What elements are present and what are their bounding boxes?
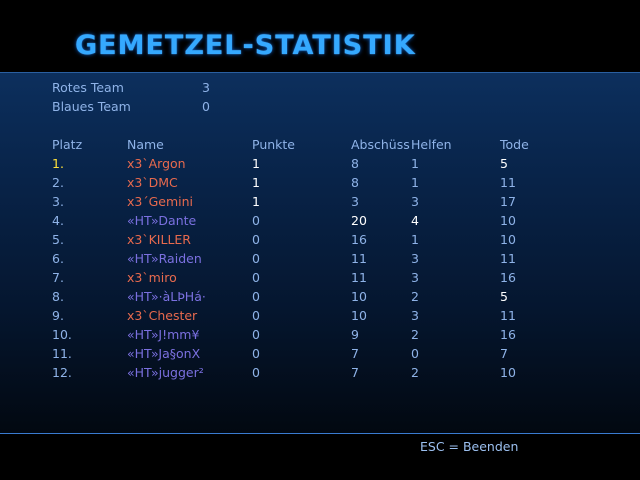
- cell-name: x3`DMC: [127, 175, 178, 190]
- divider: [0, 433, 640, 434]
- cell-name: «HT»J!mm¥: [127, 327, 200, 342]
- cell-tode: 10: [500, 213, 516, 228]
- page-title: GEMETZEL-STATISTIK: [75, 30, 416, 61]
- cell-name: x3`KILLER: [127, 232, 191, 247]
- cell-punkte: 0: [252, 346, 260, 361]
- cell-helfen: 2: [411, 365, 419, 380]
- cell-abschuss: 7: [351, 365, 359, 380]
- cell-name: «HT»Ja§onX: [127, 346, 201, 361]
- cell-tode: 11: [500, 308, 516, 323]
- col-header-name: Name: [127, 137, 164, 152]
- col-header-tode: Tode: [500, 137, 529, 152]
- title-bar: [0, 0, 640, 72]
- cell-platz: 7.: [52, 270, 64, 285]
- cell-platz: 5.: [52, 232, 64, 247]
- cell-platz: 11.: [52, 346, 72, 361]
- cell-helfen: 3: [411, 270, 419, 285]
- cell-punkte: 1: [252, 175, 260, 190]
- cell-punkte: 1: [252, 156, 260, 171]
- cell-abschuss: 10: [351, 289, 367, 304]
- col-header-abschuss: Abschüss: [351, 137, 410, 152]
- cell-platz: 10.: [52, 327, 72, 342]
- cell-name: «HT»Raiden: [127, 251, 202, 266]
- cell-abschuss: 8: [351, 156, 359, 171]
- cell-punkte: 0: [252, 232, 260, 247]
- team-red-label: Rotes Team: [52, 80, 124, 95]
- col-header-platz: Platz: [52, 137, 83, 152]
- cell-abschuss: 9: [351, 327, 359, 342]
- cell-name: x3´Gemini: [127, 194, 194, 209]
- cell-name: «HT»jugger²: [127, 365, 204, 380]
- cell-tode: 10: [500, 232, 516, 247]
- cell-tode: 5: [500, 289, 508, 304]
- cell-platz: 9.: [52, 308, 64, 323]
- cell-punkte: 0: [252, 270, 260, 285]
- cell-helfen: 0: [411, 346, 419, 361]
- cell-helfen: 2: [411, 327, 419, 342]
- cell-platz: 12.: [52, 365, 72, 380]
- cell-platz: 4.: [52, 213, 64, 228]
- cell-platz: 8.: [52, 289, 64, 304]
- cell-platz: 1.: [52, 156, 64, 171]
- cell-punkte: 0: [252, 308, 260, 323]
- cell-platz: 3.: [52, 194, 64, 209]
- cell-punkte: 0: [252, 251, 260, 266]
- cell-name: x3`Chester: [127, 308, 198, 323]
- cell-abschuss: 16: [351, 232, 367, 247]
- team-red-score: 3: [202, 80, 210, 95]
- cell-punkte: 0: [252, 327, 260, 342]
- cell-helfen: 1: [411, 232, 419, 247]
- cell-helfen: 1: [411, 175, 419, 190]
- team-blue-score: 0: [202, 99, 210, 114]
- cell-abschuss: 3: [351, 194, 359, 209]
- cell-helfen: 3: [411, 194, 419, 209]
- cell-tode: 5: [500, 156, 508, 171]
- stats-panel: [0, 72, 640, 435]
- cell-name: x3`miro: [127, 270, 177, 285]
- cell-punkte: 0: [252, 289, 260, 304]
- cell-tode: 11: [500, 251, 516, 266]
- cell-helfen: 4: [411, 213, 419, 228]
- cell-name: «HT»Dante: [127, 213, 197, 228]
- footer-bar: [0, 434, 640, 480]
- cell-abschuss: 11: [351, 270, 367, 285]
- cell-abschuss: 10: [351, 308, 367, 323]
- cell-platz: 2.: [52, 175, 64, 190]
- cell-abschuss: 20: [351, 213, 367, 228]
- cell-helfen: 2: [411, 289, 419, 304]
- cell-tode: 7: [500, 346, 508, 361]
- cell-abschuss: 8: [351, 175, 359, 190]
- cell-punkte: 0: [252, 213, 260, 228]
- team-blue-label: Blaues Team: [52, 99, 131, 114]
- cell-tode: 11: [500, 175, 516, 190]
- cell-helfen: 3: [411, 308, 419, 323]
- cell-punkte: 0: [252, 365, 260, 380]
- col-header-punkte: Punkte: [252, 137, 295, 152]
- cell-tode: 16: [500, 270, 516, 285]
- cell-helfen: 1: [411, 156, 419, 171]
- cell-tode: 17: [500, 194, 516, 209]
- escape-hint[interactable]: ESC = Beenden: [420, 439, 519, 454]
- cell-name: «HT»·àLÞHá·: [127, 289, 206, 304]
- col-header-helfen: Helfen: [411, 137, 452, 152]
- cell-punkte: 1: [252, 194, 260, 209]
- cell-name: x3`Argon: [127, 156, 186, 171]
- cell-abschuss: 7: [351, 346, 359, 361]
- cell-platz: 6.: [52, 251, 64, 266]
- cell-helfen: 3: [411, 251, 419, 266]
- cell-abschuss: 11: [351, 251, 367, 266]
- cell-tode: 16: [500, 327, 516, 342]
- cell-tode: 10: [500, 365, 516, 380]
